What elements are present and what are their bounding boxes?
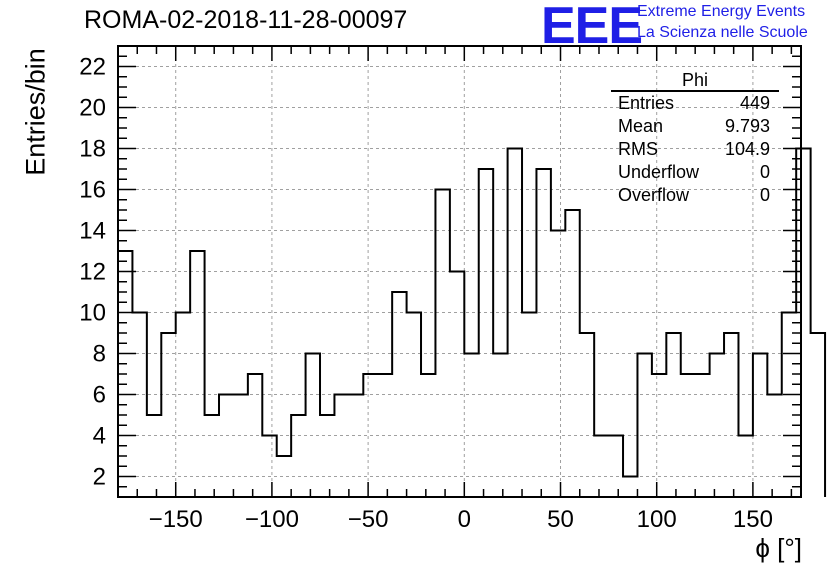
y-tick-label: 16 — [79, 177, 106, 204]
stats-box: Phi Entries 449 Mean 9.793 RMS 104.9 Und… — [611, 70, 779, 207]
stats-row-overflow: Overflow 0 — [611, 184, 779, 207]
histogram-series — [118, 147, 827, 497]
plot-frame — [117, 45, 802, 498]
page-title: ROMA-02-2018-11-28-00097 — [84, 6, 408, 34]
stats-row-mean: Mean 9.793 — [611, 115, 779, 138]
stats-row-rms: RMS 104.9 — [611, 138, 779, 161]
x-tick-label: 0 — [458, 506, 471, 533]
stats-value: 449 — [739, 93, 770, 113]
y-tick-label: 22 — [79, 54, 106, 81]
x-tick-label: −150 — [149, 506, 203, 533]
stats-row-entries: Entries 449 — [611, 92, 779, 115]
y-tick-label: 14 — [79, 218, 106, 245]
logo-line-1: Extreme Energy Events — [637, 3, 806, 20]
y-tick-label: 10 — [79, 300, 106, 327]
y-tick-label: 6 — [93, 382, 106, 409]
y-tick-label: 2 — [93, 464, 106, 491]
stats-value: 9.793 — [724, 116, 770, 136]
stats-label: Overflow — [618, 185, 690, 205]
x-tick-labels: −150 −100 −50 0 50 100 150 — [149, 506, 773, 533]
y-axis-label: Entries/bin — [20, 48, 51, 176]
stats-row-underflow: Underflow 0 — [611, 161, 779, 184]
x-tick-label: 50 — [547, 506, 574, 533]
stats-value: 0 — [759, 185, 770, 205]
stats-label: RMS — [618, 139, 658, 159]
y-tick-label: 12 — [79, 259, 106, 286]
stats-value: 0 — [759, 162, 770, 182]
logo-line-2: La Scienza nelle Scuole — [637, 24, 808, 41]
y-tick-label: 20 — [79, 95, 106, 122]
stats-label: Underflow — [618, 162, 700, 182]
y-tick-label: 4 — [93, 423, 106, 450]
y-tick-label: 18 — [79, 136, 106, 163]
x-tick-label: 150 — [733, 506, 773, 533]
stats-label: Entries — [618, 93, 675, 113]
stats-label: Mean — [618, 116, 664, 136]
x-axis-label: ϕ [°] — [755, 533, 802, 563]
y-tick-labels: 2 4 6 8 10 12 14 16 18 20 22 — [79, 54, 106, 491]
x-tick-label: 100 — [637, 506, 677, 533]
stats-title: Phi — [611, 70, 779, 92]
axis-ticks — [118, 45, 801, 497]
y-tick-label: 8 — [93, 341, 106, 368]
x-tick-label: −50 — [348, 506, 389, 533]
stats-value: 104.9 — [724, 139, 770, 159]
x-tick-label: −100 — [245, 506, 299, 533]
